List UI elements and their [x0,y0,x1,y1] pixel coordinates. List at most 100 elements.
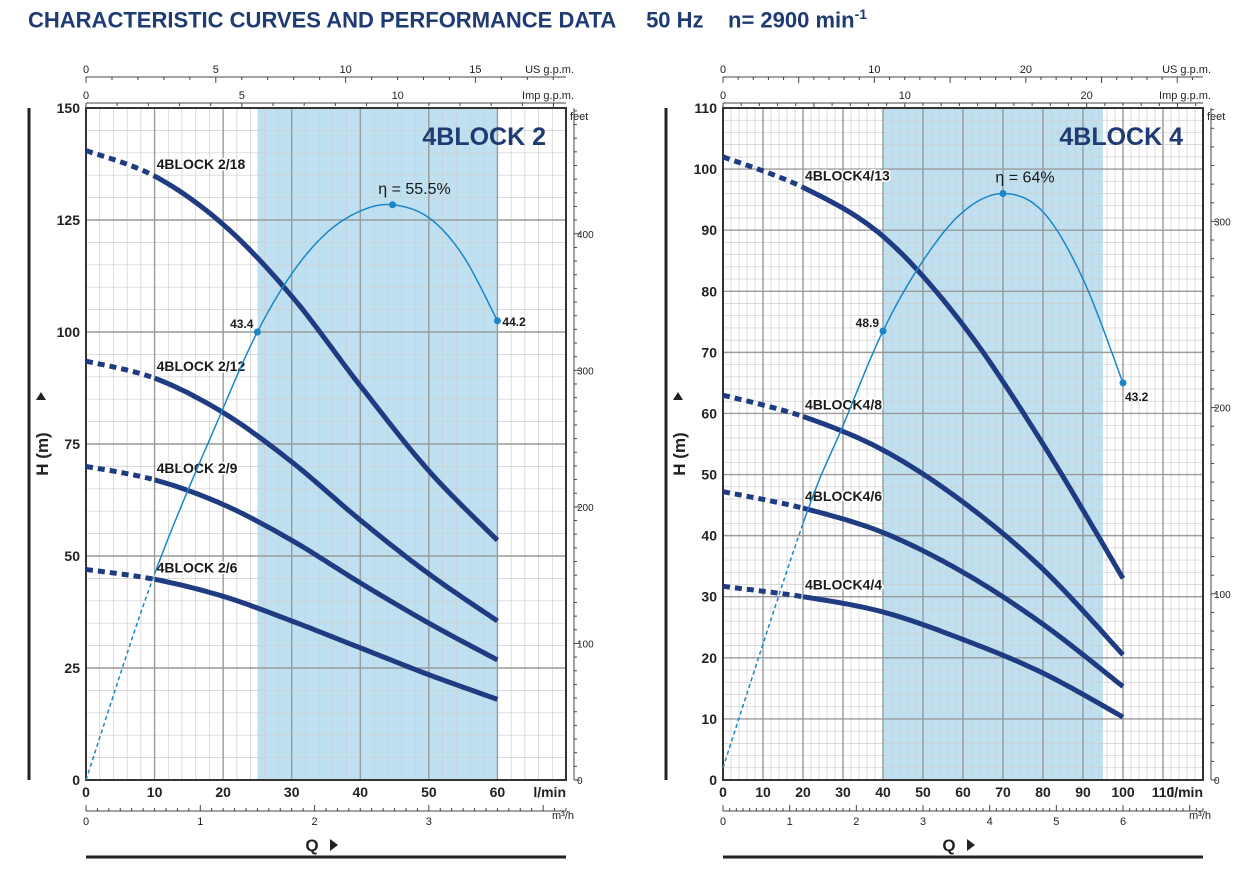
efficiency-point [389,201,397,209]
x-tick-label: 50 [915,784,931,800]
x-tick-label: 0 [719,784,727,800]
x-tick-label: 90 [1075,784,1091,800]
us-gpm-axis-label: US g.p.m. [525,64,574,76]
plot-frame [85,107,567,781]
y-tick-label: 90 [701,222,717,238]
pump-curve-dashed [85,463,156,483]
feet-tick-label: 100 [577,639,594,650]
efficiency-point-label: 48.9 [856,316,880,330]
m3h-tick-label: 0 [720,816,726,828]
y-tick-label: 70 [701,344,717,360]
m3h-axis-label: m³/h [1189,810,1211,822]
us-gpm-axis-tick-label: 20 [1020,64,1032,76]
x-unit-label: l/min [1170,784,1203,800]
imp-gpm-axis-tick-label: 0 [720,90,726,102]
m3h-tick-label: 1 [197,816,203,828]
y-tick-label: 110 [694,100,717,116]
y-tick-label: 75 [64,436,80,452]
pump-curve-label: 4BLOCK 2/18 [157,156,246,172]
title-text: CHARACTERISTIC CURVES AND PERFORMANCE DA… [28,7,616,33]
x-unit-label: l/min [533,784,566,800]
efficiency-point [253,328,261,336]
pump-curve-label: 4BLOCK4/6 [805,488,882,504]
pump-curve-dashed [85,358,156,381]
us-gpm-axis-tick-label: 15 [469,64,481,76]
efficiency-curve-dashed [722,523,804,769]
y-tick-label: 50 [64,548,80,564]
imp-gpm-axis-tick-label: 20 [1081,90,1093,102]
pump-curve-label: 4BLOCK4/8 [805,397,882,413]
feet-tick-label: 0 [1214,776,1220,787]
x-tick-label: 60 [955,784,971,800]
operating-band [883,108,1103,780]
pump-curve [154,576,499,702]
efficiency-point [879,327,887,335]
efficiency-curve [802,192,1124,524]
x-tick-label: 40 [352,784,368,800]
efficiency-point-label: 43.2 [1125,390,1149,404]
pump-curve [802,594,1125,720]
speed-exponent: -1 [854,6,868,22]
pump-curve-dashed [85,148,156,179]
chart-title: 4BLOCK 4 [1059,123,1183,151]
pump-curve-label: 4BLOCK4/4 [805,577,882,593]
x-axis-label: Q [305,836,318,855]
feet-tick-label: 300 [577,366,594,377]
x-tick-label: 50 [421,784,437,800]
y-tick-label: 80 [701,283,717,299]
feet-axis-label: feet [1207,111,1225,123]
y-tick-label: 20 [701,650,717,666]
pump-curve-label: 4BLOCK 2/6 [157,559,238,575]
grid [722,107,1204,781]
feet-tick-label: 200 [577,503,594,514]
x-tick-label: 70 [995,784,1011,800]
y-axis-label: H (m) [670,432,689,475]
speed-text: n= 2900 min [728,7,855,33]
us-gpm-axis-tick-label: 0 [720,64,726,76]
m3h-axis-label: m³/h [552,810,574,822]
us-gpm-axis-label: US g.p.m. [1162,64,1211,76]
y-tick-label: 25 [64,660,80,676]
m3h-tick-label: 2 [853,816,859,828]
pump-curve-dashed [722,392,804,419]
imp-gpm-axis-label: Imp g.p.m. [522,90,574,102]
x-tick-label: 110 [1152,784,1175,800]
m3h-tick-label: 2 [312,816,318,828]
page-title: CHARACTERISTIC CURVES AND PERFORMANCE DA… [28,6,867,33]
pump-curve-dashed [722,154,805,190]
x-tick-label: 80 [1035,784,1051,800]
pump-curve [802,505,1125,689]
x-tick-label: 30 [835,784,851,800]
imp-gpm-axis-tick-label: 0 [83,90,89,102]
imp-gpm-axis-tick-label: 10 [899,90,911,102]
pump-curve [153,375,499,624]
m3h-tick-label: 1 [787,816,793,828]
m3h-tick-label: 4 [987,816,993,828]
x-tick-label: 60 [490,784,506,800]
pump-curve-dashed [722,583,804,600]
x-tick-label: 30 [284,784,300,800]
efficiency-curve-dashed [85,573,156,781]
plot-frame [722,107,1204,781]
y-tick-label: 125 [57,212,81,228]
x-axis-arrow-icon [330,839,338,851]
pump-curve [153,477,499,663]
pump-curve [802,414,1125,657]
pump-curve-label: 4BLOCK4/13 [805,167,890,183]
m3h-tick-label: 0 [83,816,89,828]
pump-curve-label: 4BLOCK 2/12 [157,358,246,374]
y-tick-label: 50 [701,467,717,483]
y-tick-label: 150 [57,100,81,116]
y-tick-label: 40 [701,528,717,544]
grid [85,107,567,781]
x-tick-label: 20 [795,784,811,800]
frequency-text: 50 Hz [646,7,704,33]
efficiency-point-label: 44.2 [502,315,526,329]
pump-curve-dashed [85,566,156,582]
y-axis-arrow-icon [36,392,46,400]
efficiency-point-label: 43.4 [230,317,254,331]
chart-title: 4BLOCK 2 [422,123,546,151]
us-gpm-axis-tick-label: 5 [213,64,219,76]
x-tick-label: 100 [1111,784,1135,800]
